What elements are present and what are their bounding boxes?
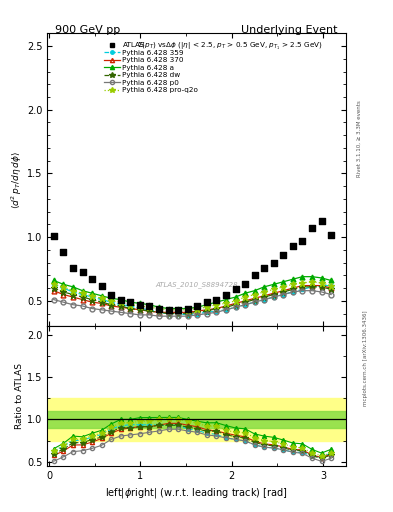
Point bbox=[271, 259, 277, 267]
Text: mcplots.cern.ch [arXiv:1306.3436]: mcplots.cern.ch [arXiv:1306.3436] bbox=[363, 311, 368, 406]
Point bbox=[127, 298, 133, 306]
Point bbox=[70, 264, 76, 272]
Point bbox=[99, 282, 105, 290]
Text: Rivet 3.1.10, ≥ 3.3M events: Rivet 3.1.10, ≥ 3.3M events bbox=[357, 100, 362, 177]
Y-axis label: $\langle d^2\,p_T/d\eta\,d\phi\rangle$: $\langle d^2\,p_T/d\eta\,d\phi\rangle$ bbox=[9, 151, 24, 209]
Point bbox=[137, 301, 143, 309]
Point bbox=[146, 302, 152, 310]
Point bbox=[89, 275, 95, 283]
Bar bbox=[47, 398, 346, 440]
Point bbox=[194, 302, 200, 310]
Point bbox=[328, 230, 334, 239]
Y-axis label: Ratio to ATLAS: Ratio to ATLAS bbox=[15, 363, 24, 429]
Point bbox=[280, 251, 286, 259]
Point bbox=[108, 290, 114, 298]
Point bbox=[318, 217, 325, 225]
Point bbox=[261, 264, 267, 272]
Bar bbox=[47, 411, 346, 428]
Text: Underlying Event: Underlying Event bbox=[241, 25, 338, 35]
Point bbox=[79, 267, 86, 275]
Point bbox=[213, 295, 220, 304]
Point bbox=[175, 306, 181, 314]
Point bbox=[232, 285, 239, 293]
Point bbox=[299, 237, 306, 245]
Point bbox=[290, 242, 296, 250]
Point bbox=[309, 224, 315, 232]
Text: 900 GeV pp: 900 GeV pp bbox=[55, 25, 120, 35]
Point bbox=[242, 280, 248, 288]
Point bbox=[156, 305, 162, 313]
X-axis label: left|$\phi$right| (w.r.t. leading track) [rad]: left|$\phi$right| (w.r.t. leading track)… bbox=[105, 486, 288, 500]
Point bbox=[223, 290, 229, 298]
Point bbox=[204, 298, 210, 306]
Point bbox=[118, 295, 124, 304]
Point bbox=[165, 306, 172, 314]
Point bbox=[252, 271, 258, 280]
Text: ATLAS_2010_S8894728: ATLAS_2010_S8894728 bbox=[155, 282, 238, 288]
Text: $\Sigma(p_T)$ vs$\Delta\phi$ ($|\eta|$ < 2.5, $p_T$ > 0.5 GeV, $p_{T_1}$ > 2.5 G: $\Sigma(p_T)$ vs$\Delta\phi$ ($|\eta|$ <… bbox=[137, 40, 323, 52]
Point bbox=[60, 248, 66, 257]
Legend: ATLAS, Pythia 6.428 359, Pythia 6.428 370, Pythia 6.428 a, Pythia 6.428 dw, Pyth: ATLAS, Pythia 6.428 359, Pythia 6.428 37… bbox=[101, 40, 200, 95]
Point bbox=[184, 305, 191, 313]
Point bbox=[51, 232, 57, 240]
